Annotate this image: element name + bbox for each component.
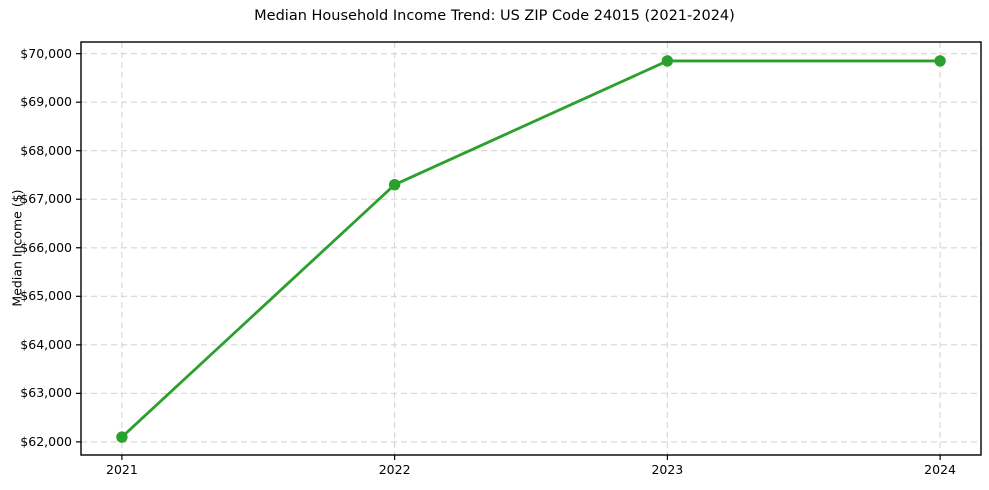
y-tick-label: $63,000 bbox=[20, 385, 72, 401]
income-trend-line bbox=[120, 59, 942, 439]
x-tick-label: 2024 bbox=[924, 462, 956, 477]
plot-border bbox=[80, 41, 982, 456]
x-tick-label: 2023 bbox=[651, 462, 684, 477]
data-point-2023 bbox=[661, 55, 674, 67]
x-tick-label: 2022 bbox=[378, 462, 411, 477]
y-tick-label: $65,000 bbox=[20, 288, 72, 304]
y-tick-label: $68,000 bbox=[20, 142, 72, 158]
x-tick-label: 2021 bbox=[106, 462, 138, 477]
data-point-2024 bbox=[934, 55, 946, 67]
y-tick-label: $64,000 bbox=[20, 336, 72, 352]
y-tick-label: $69,000 bbox=[20, 94, 72, 110]
data-point-2022 bbox=[388, 178, 401, 191]
y-tick-label: $67,000 bbox=[20, 191, 72, 207]
y-tick-label: $70,000 bbox=[20, 45, 72, 61]
y-tick-label: $62,000 bbox=[20, 433, 72, 449]
y-tick-label: $66,000 bbox=[20, 239, 72, 255]
chart-title: Median Household Income Trend: US ZIP Co… bbox=[254, 8, 735, 24]
data-point-2021 bbox=[116, 431, 128, 443]
